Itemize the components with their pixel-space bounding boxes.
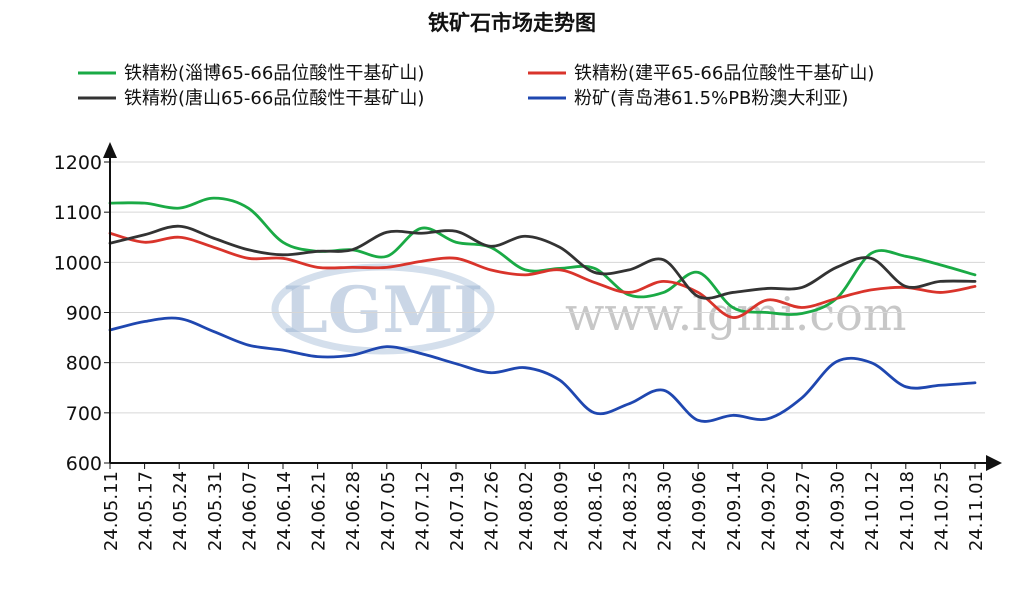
- chart-title: 铁矿石市场走势图: [428, 11, 596, 35]
- x-tick-label: 24.07.05: [378, 471, 399, 551]
- legend-label: 粉矿(青岛港61.5%PB粉澳大利亚): [574, 88, 848, 109]
- plot-area: [108, 196, 977, 423]
- x-tick-label: 24.06.21: [309, 471, 330, 551]
- x-tick-label: 24.10.25: [931, 471, 952, 551]
- x-tick-label: 24.09.06: [689, 471, 710, 551]
- watermark-url: www.lgmi.com: [565, 287, 906, 341]
- x-tick-label: 24.08.16: [585, 471, 606, 551]
- legend: 铁精粉(淄博65-66品位酸性干基矿山) 铁精粉(建平65-66品位酸性干基矿山)…: [78, 63, 874, 109]
- series-line-1: [108, 231, 977, 319]
- x-tick-label: 24.08.09: [551, 471, 572, 551]
- legend-label: 铁精粉(淄博65-66品位酸性干基矿山): [124, 63, 424, 84]
- x-tick-label: 24.06.28: [343, 471, 364, 551]
- x-tick-label: 24.05.17: [136, 471, 157, 551]
- x-tick-label: 24.07.19: [447, 471, 468, 551]
- x-tick-label: 24.09.27: [793, 471, 814, 551]
- y-tick-label: 800: [66, 353, 102, 375]
- watermark-logo: LGMI: [283, 273, 483, 348]
- x-tick-label: 24.06.07: [239, 471, 260, 551]
- x-tick-label: 24.09.20: [758, 471, 779, 551]
- y-tick-label: 1200: [54, 152, 102, 174]
- y-tick-label: 1000: [54, 252, 102, 274]
- x-axis-arrow: [986, 455, 1002, 471]
- x-tick-label: 24.07.26: [482, 471, 503, 551]
- watermark: LGMI www.lgmi.com: [271, 263, 906, 355]
- x-tick-label: 24.11.01: [966, 471, 987, 551]
- y-tick-label: 700: [66, 403, 102, 425]
- y-tick-label: 900: [66, 303, 102, 325]
- legend-label: 铁精粉(建平65-66品位酸性干基矿山): [574, 63, 874, 84]
- x-tick-label: 24.05.11: [101, 471, 122, 551]
- x-tick-label: 24.08.30: [655, 471, 676, 551]
- y-tick-label: 600: [66, 453, 102, 475]
- series-line-2: [108, 224, 977, 300]
- series-line-3: [108, 316, 977, 423]
- x-tick-label: 24.05.31: [205, 471, 226, 551]
- x-tick-label: 24.07.12: [412, 471, 433, 551]
- x-tick-label: 24.09.30: [828, 471, 849, 551]
- x-tick-label: 24.10.12: [862, 471, 883, 551]
- x-tick-label: 24.08.02: [516, 471, 537, 551]
- x-tick-label: 24.08.23: [620, 471, 641, 551]
- grid: [110, 161, 985, 414]
- x-tick-label: 24.09.14: [724, 471, 745, 551]
- x-tick-label: 24.05.24: [170, 471, 191, 551]
- y-axis-arrow: [103, 142, 117, 158]
- legend-label: 铁精粉(唐山65-66品位酸性干基矿山): [124, 88, 424, 109]
- axes: 600 700 800 900 1000 1100 1200 24.05.11 24.05.17…: [54, 142, 1002, 551]
- x-tick-label: 24.06.14: [274, 471, 295, 551]
- x-tick-label: 24.10.18: [897, 471, 918, 551]
- y-tick-label: 1100: [54, 202, 102, 224]
